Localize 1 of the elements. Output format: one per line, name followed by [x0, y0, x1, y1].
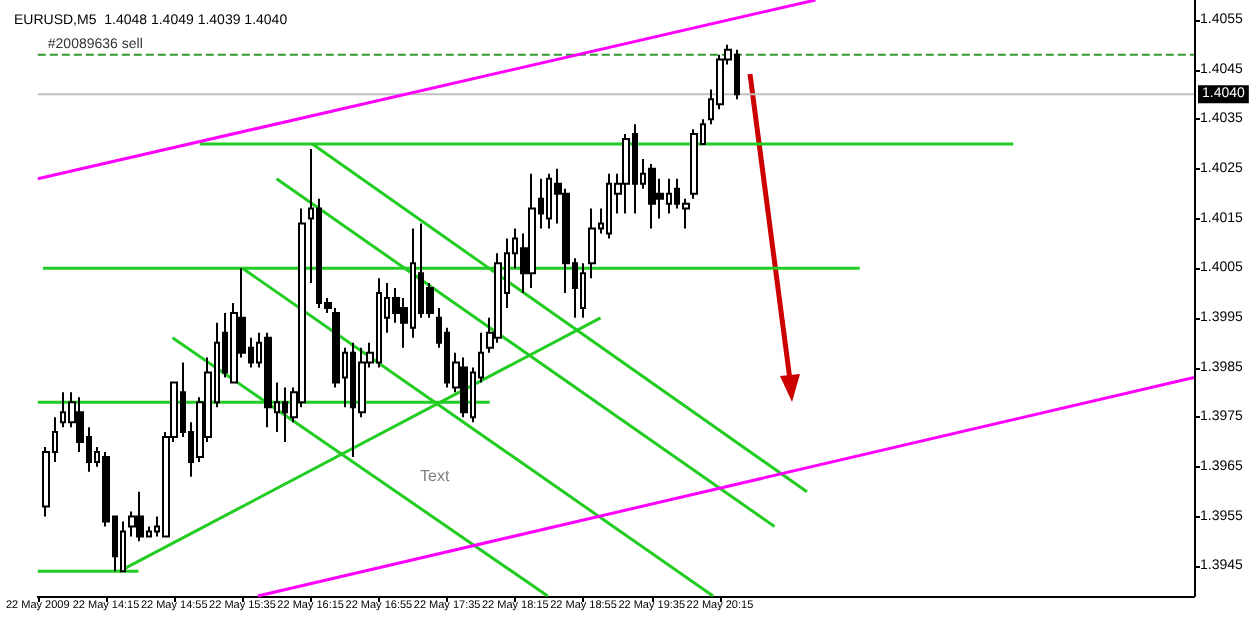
annotation: Text [420, 467, 451, 485]
